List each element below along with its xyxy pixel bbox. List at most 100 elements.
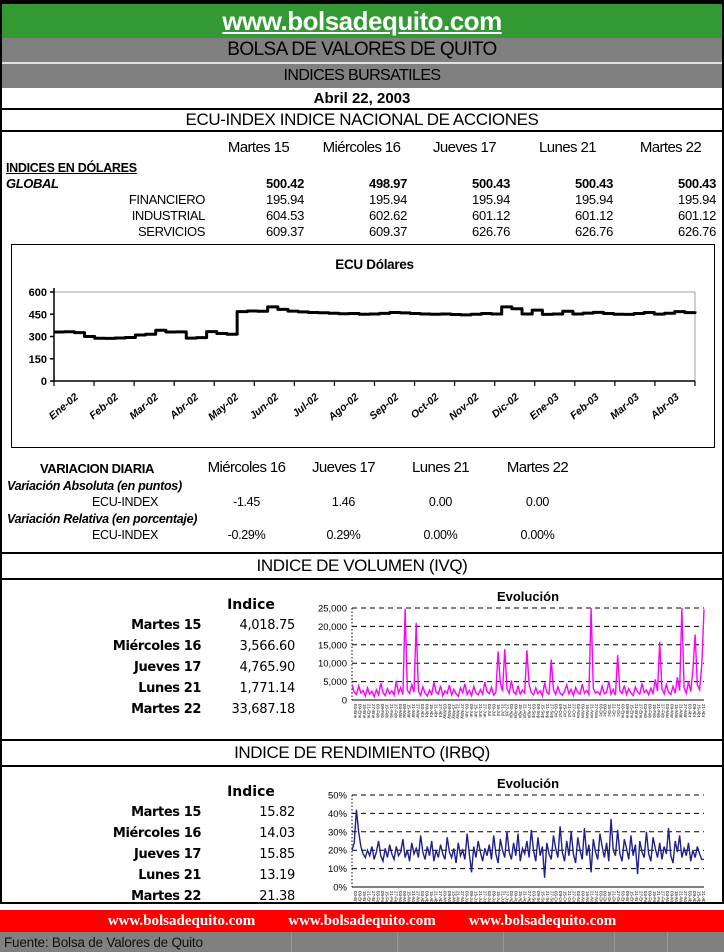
- svg-text:21-Feb: 21-Feb: [389, 891, 394, 904]
- ecu-index-title-box: ECU-INDEX INDICE NACIONAL DE ACCIONES: [2, 108, 722, 132]
- svg-text:09-Mar: 09-Mar: [670, 891, 675, 904]
- svg-text:27-Jul: 27-Jul: [505, 891, 510, 903]
- svg-text:27-Feb: 27-Feb: [661, 891, 666, 904]
- index-value: 195.94: [472, 192, 510, 207]
- svg-text:21-Jul: 21-Jul: [500, 704, 505, 716]
- svg-text:27-Mar: 27-Mar: [683, 891, 688, 904]
- irbq-series: [351, 809, 704, 878]
- svg-text:Evolución: Evolución: [497, 589, 559, 604]
- svg-text:03-Mar: 03-Mar: [398, 891, 403, 904]
- svg-text:Evolución: Evolución: [497, 776, 559, 791]
- svg-text:03-Jun: 03-Jun: [465, 704, 470, 718]
- svg-text:09-Abr: 09-Abr: [425, 704, 430, 718]
- index-value: 601.12: [575, 208, 613, 223]
- footer-link[interactable]: www.bolsadequito.com: [468, 912, 617, 929]
- svg-text:03-May: 03-May: [442, 891, 447, 904]
- index-value: 500.42: [266, 176, 304, 191]
- source-bar: Fuente: Bolsa de Valores de Quito: [0, 932, 724, 952]
- svg-text:Abr-03: Abr-03: [648, 391, 682, 422]
- yield-section-title-box: INDICE DE RENDIMIENTO (IRBQ): [2, 739, 722, 767]
- source-text: Fuente: Bolsa de Valores de Quito: [4, 934, 203, 950]
- svg-text:20,000: 20,000: [318, 622, 347, 633]
- svg-text:09-Oct: 09-Oct: [558, 891, 563, 904]
- svg-text:20%: 20%: [328, 846, 348, 857]
- irbq-table: Indice Martes 15 15.82 Miércoles 16 14.03 Jue…: [2, 767, 302, 904]
- svg-text:10%: 10%: [328, 864, 348, 875]
- svg-text:27-Mar: 27-Mar: [416, 704, 421, 718]
- variation-header-row: VARIACION DIARIA Miércoles 16 Jueves 17 Lun…: [2, 457, 722, 476]
- svg-text:03-Feb: 03-Feb: [643, 891, 648, 904]
- svg-text:ECU Dólares: ECU Dólares: [335, 257, 413, 272]
- day-label: Miércoles 16: [112, 639, 201, 654]
- yield-section: Indice Martes 15 15.82 Miércoles 16 14.03 Jue…: [2, 767, 722, 904]
- svg-text:03-Nov: 03-Nov: [576, 891, 581, 904]
- variation-group-label: Variación Relativa (en porcentaje): [7, 512, 198, 526]
- footer-link[interactable]: www.bolsadequito.com: [288, 912, 436, 929]
- footer-links-bar: www.bolsadequito.com www.bolsadequito.co…: [0, 910, 724, 932]
- svg-text:27-Feb: 27-Feb: [393, 704, 398, 718]
- svg-text:21-Mar: 21-Mar: [678, 891, 683, 904]
- report-subtitle: INDICES BURSATILES: [283, 67, 442, 84]
- svg-text:27-Abr: 27-Abr: [438, 891, 443, 904]
- mini-table-row: Martes 15 4,018.75: [2, 615, 302, 636]
- svg-text:09-Dic: 09-Dic: [603, 891, 608, 904]
- index-value: 609.37: [369, 224, 407, 239]
- svg-text:21-Abr: 21-Abr: [701, 891, 706, 904]
- variation-value: 0.00: [428, 495, 453, 509]
- svg-text:03-Mar: 03-Mar: [398, 704, 403, 718]
- yield-section-title: INDICE DE RENDIMIENTO (IRBQ): [234, 743, 490, 762]
- footer-link[interactable]: www.bolsadequito.com: [107, 912, 256, 929]
- indice-value: 33,687.18: [231, 702, 296, 717]
- svg-text:21-Feb: 21-Feb: [656, 704, 661, 718]
- svg-text:27-Ene: 27-Ene: [371, 891, 376, 904]
- website-url[interactable]: www.bolsadequito.com: [222, 5, 502, 36]
- svg-text:15-Feb: 15-Feb: [652, 891, 657, 904]
- mini-table-row: Martes 15 15.82: [2, 802, 302, 823]
- svg-text:03-Ene: 03-Ene: [621, 891, 626, 904]
- variation-value: -1.45: [233, 495, 260, 509]
- svg-text:03-Oct: 03-Oct: [554, 704, 559, 718]
- svg-text:27-Abr: 27-Abr: [438, 704, 443, 718]
- svg-text:Jul-02: Jul-02: [290, 391, 321, 420]
- day-label: Lunes 21: [138, 868, 201, 883]
- svg-text:15-Feb: 15-Feb: [384, 891, 389, 904]
- svg-text:25,000: 25,000: [318, 604, 347, 615]
- variation-title: VARIACION DIARIA: [40, 461, 154, 476]
- index-value: 626.76: [678, 224, 716, 239]
- svg-text:Ene-02: Ene-02: [47, 391, 81, 422]
- mini-table-row: Martes 22 33,687.18: [2, 699, 302, 720]
- variation-column-header: Miércoles 16: [207, 459, 286, 476]
- svg-text:300: 300: [29, 332, 47, 344]
- svg-text:15-Abr: 15-Abr: [696, 704, 701, 718]
- svg-text:21-Abr: 21-Abr: [433, 891, 438, 904]
- svg-text:21-Feb: 21-Feb: [389, 704, 394, 718]
- svg-text:Mar-02: Mar-02: [127, 391, 161, 422]
- index-value: 500.43: [472, 176, 510, 191]
- index-value: 498.97: [369, 176, 407, 191]
- indice-value: 13.19: [259, 868, 295, 883]
- svg-text:Oct-02: Oct-02: [409, 391, 442, 421]
- svg-text:27-Nov: 27-Nov: [594, 891, 599, 904]
- footer-column-divider: [397, 932, 398, 952]
- svg-text:15-Nov: 15-Nov: [585, 891, 590, 904]
- svg-text:09-Ene: 09-Ene: [358, 704, 363, 719]
- index-table-row: INDUSTRIAL 604.53 602.62 601.12 601.12 601.12: [2, 207, 722, 223]
- svg-text:21-Mar: 21-Mar: [411, 704, 416, 718]
- svg-text:21-Sep: 21-Sep: [545, 891, 550, 904]
- svg-text:03-Ago: 03-Ago: [509, 704, 514, 719]
- svg-text:27-Mar: 27-Mar: [683, 704, 688, 718]
- svg-text:15-May: 15-May: [451, 704, 456, 719]
- svg-text:27-Dic: 27-Dic: [616, 704, 621, 717]
- index-row-label: GLOBAL: [6, 176, 59, 191]
- report-page: www.bolsadequito.com BOLSA DE VALORES DE…: [0, 0, 724, 904]
- svg-text:09-Jul: 09-Jul: [491, 891, 496, 903]
- day-label: Martes 22: [131, 889, 201, 904]
- svg-text:03-Ene: 03-Ene: [353, 704, 358, 719]
- svg-text:15-Feb: 15-Feb: [384, 704, 389, 718]
- report-date-row: Abril 22, 2003: [2, 88, 722, 108]
- svg-text:09-Oct: 09-Oct: [558, 704, 563, 718]
- svg-text:0: 0: [41, 376, 47, 388]
- bottom-gap: [0, 904, 724, 910]
